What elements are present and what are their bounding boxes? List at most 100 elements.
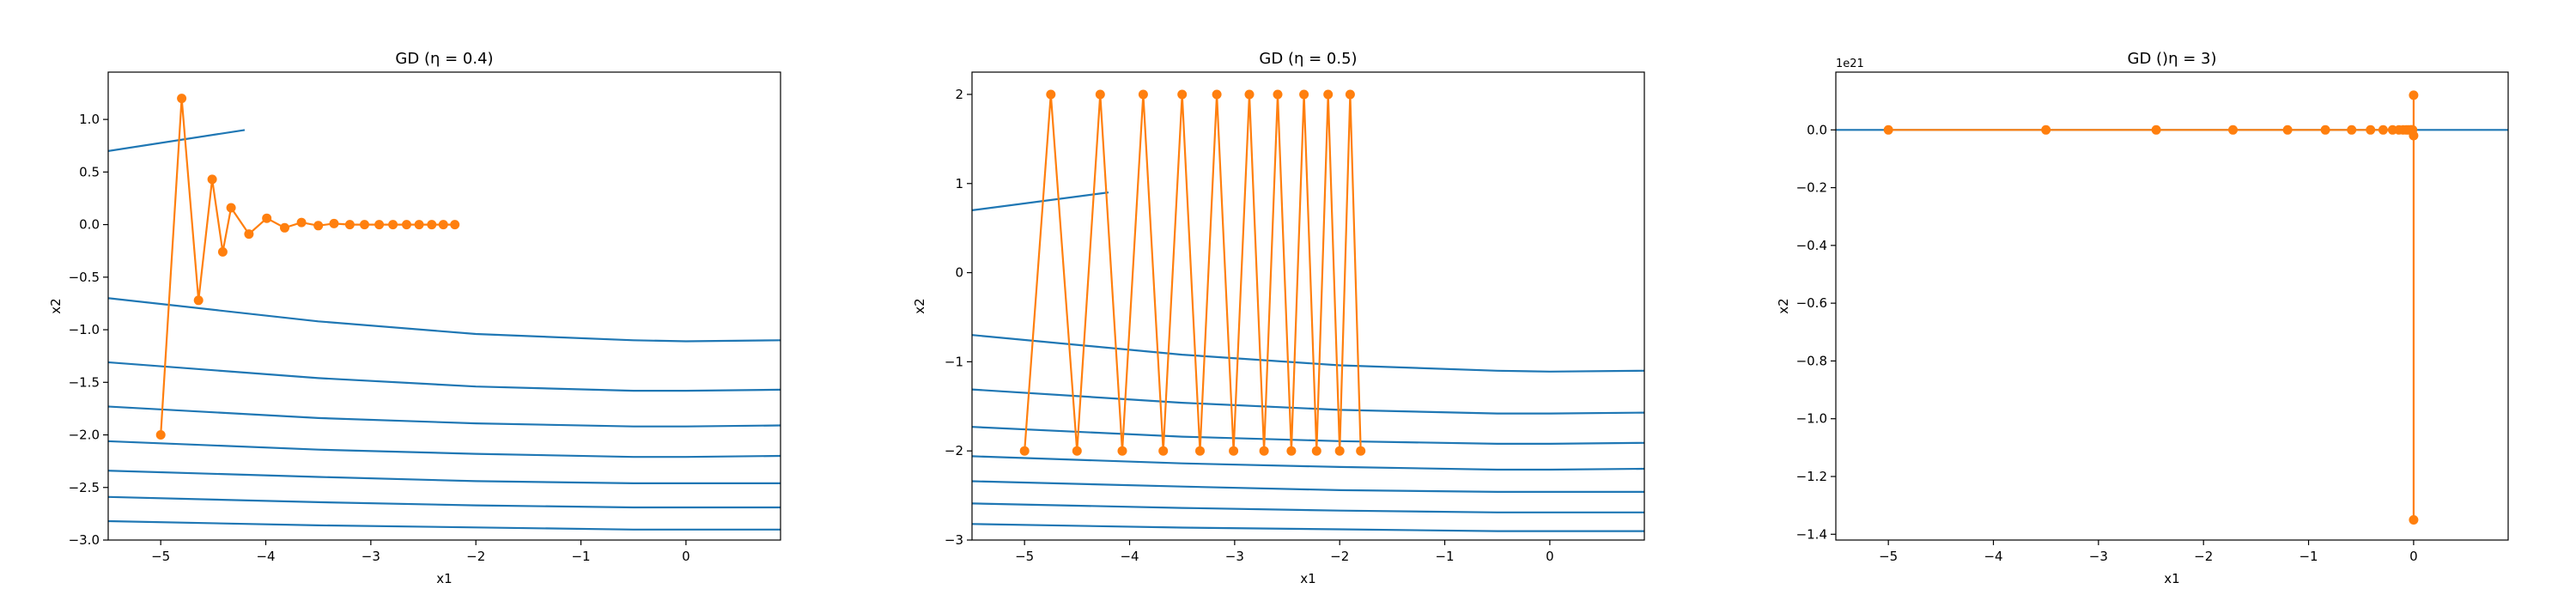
contour-line bbox=[108, 440, 781, 458]
plot-area bbox=[108, 94, 781, 531]
trajectory-point bbox=[1095, 89, 1105, 100]
trajectory-point bbox=[329, 218, 339, 228]
trajectory-point bbox=[1273, 89, 1283, 100]
y-tick-label: −0.4 bbox=[1796, 238, 1827, 253]
trajectory-point bbox=[280, 222, 289, 233]
trajectory-point bbox=[262, 213, 272, 223]
trajectory-point bbox=[1195, 446, 1205, 456]
trajectory-point bbox=[360, 220, 369, 230]
contour-line bbox=[972, 191, 1109, 211]
y-tick-label: −0.2 bbox=[1796, 180, 1827, 196]
chart-title: GD ()η = 3) bbox=[2128, 50, 2217, 68]
trajectory-point bbox=[402, 220, 411, 230]
contour-line bbox=[108, 495, 781, 509]
y-axis-label: x2 bbox=[1776, 298, 1791, 313]
chart-panel-3: −5 −4 −3 −2 −1 0 0.0 −0.2 −0.4 −0.6 −0.8 −1.0 −1.2 −1… bbox=[1776, 50, 2509, 586]
x-tick-label: −4 bbox=[256, 549, 275, 564]
trajectory-point bbox=[450, 220, 460, 230]
trajectory-point bbox=[226, 203, 236, 213]
y-tick-label: −1.0 bbox=[1796, 411, 1827, 427]
y-tick-label: −2 bbox=[945, 443, 963, 458]
trajectory-point bbox=[414, 220, 424, 230]
trajectory-point bbox=[2228, 124, 2238, 135]
x-tick-label: −3 bbox=[361, 549, 380, 564]
contour-line bbox=[972, 426, 1644, 446]
y-tick-label: 0.5 bbox=[79, 164, 100, 179]
chart-panel-2: −5 −4 −3 −2 −1 0 2 1 0 −1 −2 −3 GD (η = 0.5) x1 x2 bbox=[912, 50, 1645, 586]
trajectory-point bbox=[2282, 124, 2293, 135]
axes-frame bbox=[1835, 71, 2509, 541]
y-axis-label: x2 bbox=[48, 298, 64, 313]
x-axis-label: x1 bbox=[436, 571, 452, 586]
trajectory-point bbox=[1019, 446, 1030, 456]
contour-line bbox=[972, 523, 1644, 532]
trajectory-point bbox=[1259, 446, 1269, 456]
trajectory-point bbox=[2378, 124, 2388, 135]
trajectory-point bbox=[217, 246, 228, 257]
trajectory-point bbox=[1345, 89, 1355, 100]
y-tick-label: 2 bbox=[955, 87, 963, 102]
x-tick-label: −1 bbox=[571, 549, 590, 564]
contour-line bbox=[972, 480, 1644, 494]
contour-line bbox=[972, 334, 1644, 373]
x-tick-label: −4 bbox=[1120, 549, 1139, 564]
trajectory-point bbox=[2320, 124, 2330, 135]
trajectory-point bbox=[438, 220, 448, 230]
y-tick-label: −0.5 bbox=[69, 270, 100, 285]
y-tick-label: 0.0 bbox=[79, 217, 100, 233]
trajectory-point bbox=[2151, 124, 2161, 135]
x-tick-label: −3 bbox=[1225, 549, 1244, 564]
trajectory-point bbox=[1158, 446, 1169, 456]
trajectory-point bbox=[374, 220, 385, 230]
trajectory-point bbox=[1229, 446, 1239, 456]
contour-line bbox=[108, 361, 781, 392]
trajectory-point bbox=[427, 220, 437, 230]
x-tick-label: −1 bbox=[2299, 549, 2318, 564]
contour-line bbox=[108, 470, 781, 485]
trajectory-point bbox=[244, 229, 254, 240]
trajectory-point bbox=[1212, 89, 1222, 100]
y-tick-label: −1.4 bbox=[1796, 526, 1827, 542]
x-axis-label: x1 bbox=[1300, 571, 1315, 586]
trajectory-point bbox=[1117, 446, 1127, 456]
x-tick-label: −2 bbox=[2194, 549, 2213, 564]
axes-frame bbox=[971, 71, 1645, 541]
trajectory-point bbox=[2366, 124, 2376, 135]
chart-title: GD (η = 0.5) bbox=[1259, 50, 1357, 68]
contour-line bbox=[972, 502, 1644, 513]
x-tick-label: 0 bbox=[2409, 549, 2418, 564]
y-tick-label: −1.2 bbox=[1796, 469, 1827, 484]
trajectory-point bbox=[1323, 89, 1334, 100]
trajectory-point bbox=[1356, 446, 1366, 456]
trajectory-point bbox=[1286, 446, 1297, 456]
y-tick-label: −1 bbox=[945, 354, 963, 369]
y-tick-label: −3.0 bbox=[69, 532, 100, 548]
x-tick-label: −2 bbox=[1330, 549, 1349, 564]
y-tick-label: −2.0 bbox=[69, 428, 100, 443]
trajectory-point bbox=[2041, 124, 2051, 135]
trajectory-point bbox=[207, 174, 217, 185]
contour-line bbox=[108, 297, 781, 343]
axes-frame bbox=[107, 71, 781, 541]
chart-title: GD (η = 0.4) bbox=[395, 50, 493, 68]
trajectory-point bbox=[388, 220, 398, 230]
trajectory-point bbox=[1883, 124, 1893, 135]
y-tick-label: −2.5 bbox=[69, 480, 100, 495]
plot-area bbox=[1836, 90, 2508, 525]
trajectory-point bbox=[1334, 446, 1345, 456]
trajectory-point bbox=[177, 94, 187, 104]
trajectory-point bbox=[1177, 89, 1188, 100]
plot-area bbox=[972, 89, 1644, 532]
trajectory-point bbox=[193, 295, 204, 306]
trajectory-line bbox=[1024, 94, 1362, 452]
trajectory-point bbox=[2409, 131, 2419, 141]
trajectory-line bbox=[1888, 94, 2415, 520]
y-tick-label: −3 bbox=[945, 532, 963, 548]
trajectory-point bbox=[1244, 89, 1255, 100]
trajectory-point bbox=[1072, 446, 1082, 456]
y-offset-text: 1e21 bbox=[1836, 58, 1864, 70]
x-tick-label: −5 bbox=[1015, 549, 1034, 564]
trajectory-point bbox=[1311, 446, 1321, 456]
x-tick-label: −4 bbox=[1984, 549, 2002, 564]
